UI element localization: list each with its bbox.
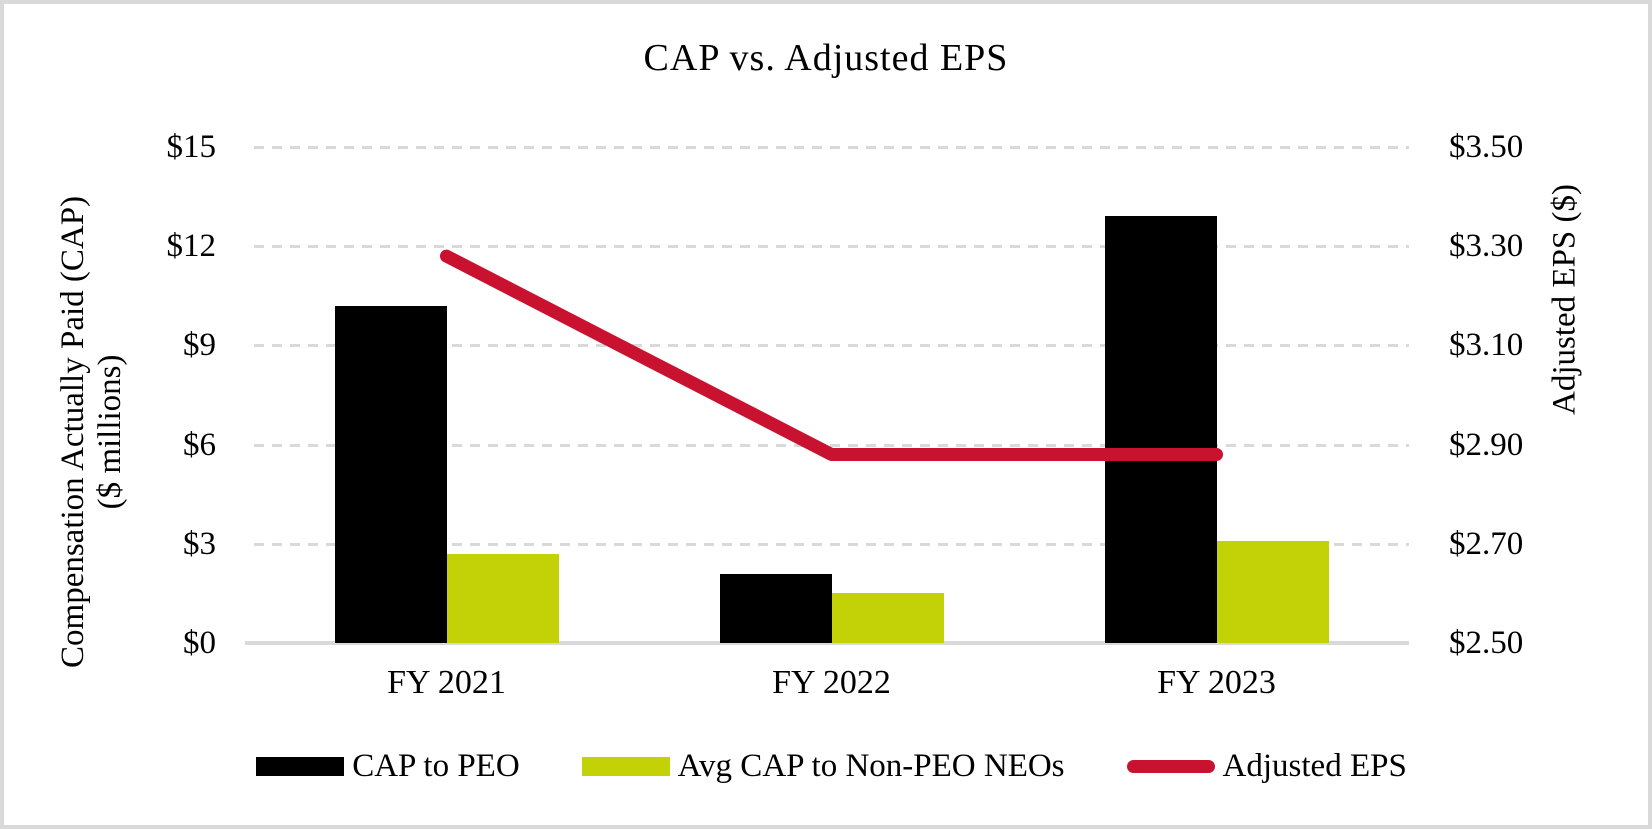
- left-axis-tick-9: $9: [183, 327, 216, 364]
- legend-item-cap-to-peo: CAP to PEO: [256, 747, 520, 785]
- plot-area: [245, 146, 1409, 645]
- right-axis-tick-3-30: $3.30: [1449, 228, 1524, 265]
- chart-title: CAP vs. Adjusted EPS: [643, 37, 1009, 79]
- right-axis-tick-3-50: $3.50: [1449, 129, 1524, 165]
- bar-avg-cap-to-non-peo-neos-fy-2021: [446, 553, 559, 643]
- legend-swatch-adjusted-eps: [1126, 759, 1215, 773]
- left-axis-tick-3: $3: [183, 525, 216, 562]
- left-axis-tick-15: $15: [166, 129, 217, 165]
- left-axis-tick-12: $12: [166, 228, 217, 265]
- x-axis-label-fy-2022: FY 2022: [772, 664, 891, 701]
- legend-label-cap-to-peo: CAP to PEO: [352, 747, 520, 784]
- legend-item-avg-cap-non-peo-neos: Avg CAP to Non-PEO NEOs: [581, 747, 1065, 785]
- x-axis-line: [245, 641, 1409, 645]
- bar-avg-cap-to-non-peo-neos-fy-2022: [831, 593, 944, 643]
- bar-cap-to-peo-fy-2021: [334, 305, 447, 643]
- right-axis-tick-2-90: $2.90: [1449, 426, 1524, 463]
- eps-line: [440, 249, 1223, 462]
- eps-line-layer: [440, 249, 1223, 462]
- legend-item-adjusted-eps: Adjusted EPS: [1126, 747, 1407, 785]
- gridline-4: [254, 542, 1409, 546]
- left-axis-tick-6: $6: [183, 426, 216, 463]
- gridline-2: [254, 344, 1409, 348]
- left-axis-tick-0: $0: [183, 625, 216, 661]
- x-axis-label-fy-2023: FY 2023: [1157, 664, 1276, 701]
- gridline-1: [254, 245, 1409, 249]
- right-axis-tick-2-50: $2.50: [1449, 625, 1524, 661]
- legend-label-avg-cap-non-peo-neos: Avg CAP to Non-PEO NEOs: [677, 747, 1065, 784]
- legend-label-adjusted-eps: Adjusted EPS: [1222, 747, 1407, 784]
- gridline-3: [254, 443, 1409, 447]
- x-axis-label-fy-2021: FY 2021: [387, 664, 506, 701]
- right-axis-tick-3-10: $3.10: [1449, 327, 1524, 364]
- bar-cap-to-peo-fy-2023: [1104, 216, 1217, 643]
- legend-swatch-cap-to-peo: [256, 756, 345, 776]
- bar-avg-cap-to-non-peo-neos-fy-2023: [1216, 540, 1329, 643]
- legend-swatch-avg-cap-non-peo-neos: [581, 756, 670, 776]
- gridline-0: [254, 146, 1409, 149]
- legend: CAP to PEO Avg CAP to Non-PEO NEOs Adjus…: [254, 742, 1409, 790]
- right-axis-tick-2-70: $2.70: [1449, 525, 1524, 562]
- bar-cap-to-peo-fy-2022: [719, 573, 832, 643]
- right-axis-title: Adjusted EPS ($): [1546, 184, 1583, 415]
